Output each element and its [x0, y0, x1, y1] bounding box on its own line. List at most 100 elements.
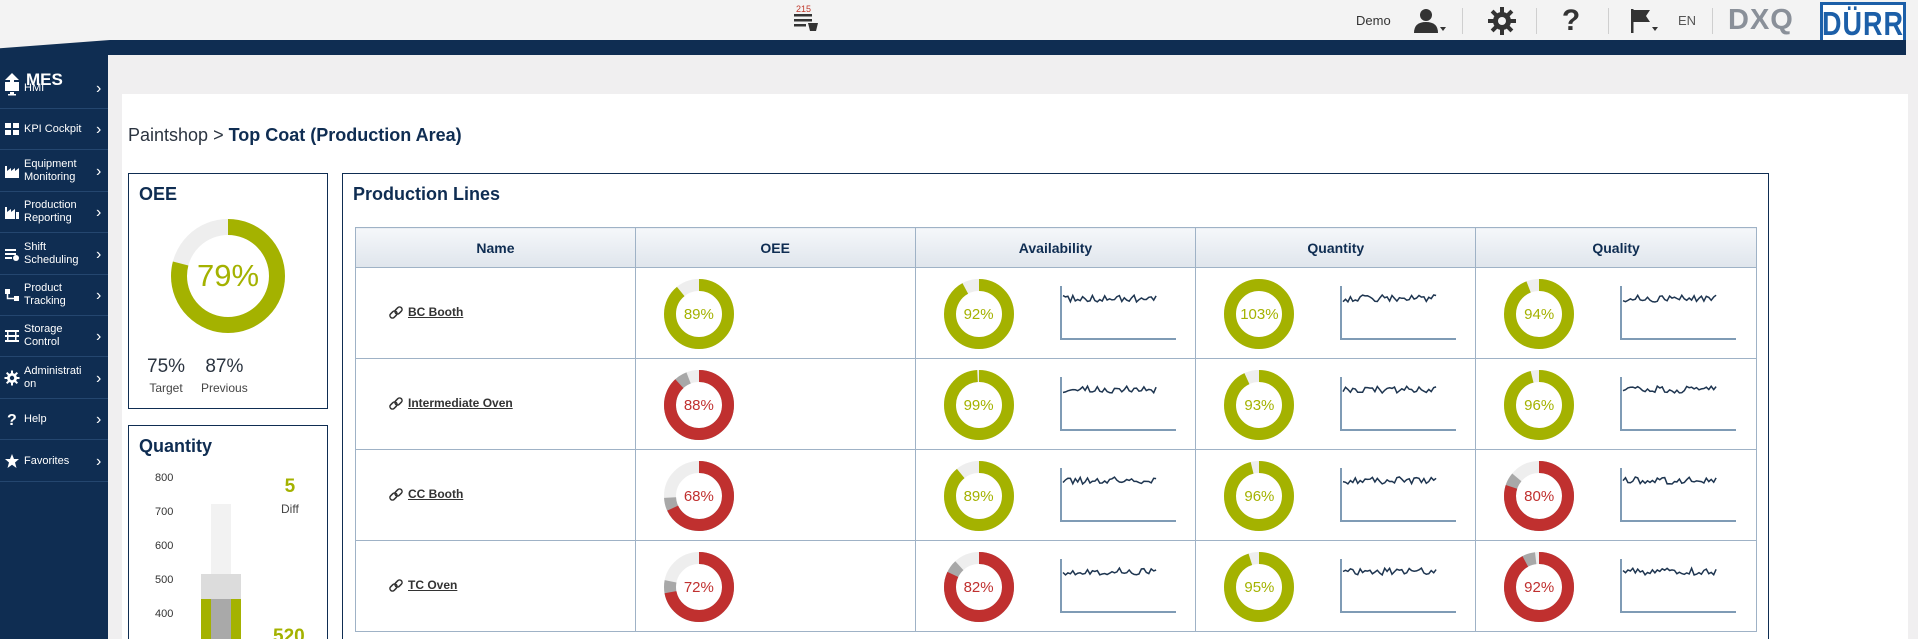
- flag-menu-button[interactable]: [1626, 6, 1662, 36]
- sidebar-item-equipment-monitoring[interactable]: Equipment Monitoring ›: [0, 151, 108, 192]
- column-header-availability[interactable]: Availability: [914, 227, 1197, 268]
- sidebar-item-production-reporting[interactable]: Production Reporting ›: [0, 192, 108, 233]
- sidebar-item-storage-control[interactable]: Storage Control ›: [0, 316, 108, 357]
- help-button[interactable]: ?: [1556, 4, 1586, 37]
- sidebar-item-shift-scheduling[interactable]: Shift Scheduling ›: [0, 234, 108, 275]
- sparkline-trend: [1343, 476, 1437, 486]
- sidebar-item-label: Favorites: [24, 454, 70, 467]
- quantity-sparkline: [1340, 286, 1457, 340]
- column-header-quality[interactable]: Quality: [1475, 227, 1757, 268]
- gear-icon: [1488, 7, 1516, 35]
- quantity-total-value: 520: [273, 626, 305, 639]
- quantity-gauge[interactable]: 96%: [1224, 461, 1295, 531]
- sparkline-axis: [1340, 377, 1457, 431]
- sidebar-item-label: Equipment Monitoring: [24, 158, 77, 183]
- sidebar-item-label: Help: [24, 412, 47, 425]
- oee-target: 75% Target: [147, 356, 185, 395]
- link-icon: [389, 397, 403, 410]
- availability-gauge[interactable]: 99%: [943, 370, 1014, 440]
- sparkline-axis: [1620, 377, 1737, 431]
- oee-gauge-value: 72%: [683, 578, 714, 596]
- line-name-link[interactable]: CC Booth: [408, 487, 464, 502]
- user-menu-button[interactable]: [1410, 6, 1450, 36]
- oee-gauge[interactable]: 68%: [663, 461, 734, 531]
- quantity-card-title: Quantity: [139, 436, 213, 456]
- oee-gauge[interactable]: 72%: [663, 552, 734, 622]
- divider: [1462, 8, 1463, 34]
- quality-gauge-value: 94%: [1524, 305, 1555, 323]
- line-name-cell: CC Booth: [355, 449, 636, 541]
- table-header-row: Name OEE Availability Quantity Quality: [355, 227, 1757, 268]
- quality-gauge[interactable]: 94%: [1504, 279, 1575, 349]
- availability-gauge-value: 82%: [963, 578, 994, 596]
- gauge-value-arc: [1224, 279, 1295, 349]
- breadcrumb-current: Top Coat (Production Area): [228, 125, 462, 145]
- divider: [1608, 8, 1609, 34]
- axis-tick: 600: [155, 540, 174, 552]
- quality-gauge[interactable]: 96%: [1504, 370, 1575, 440]
- oee-gauge-value: 68%: [683, 487, 714, 505]
- sidebar-item-favorites[interactable]: Favorites ›: [0, 441, 108, 482]
- quantity-diff-label: Diff: [281, 502, 299, 516]
- quality-gauge-value: 92%: [1524, 578, 1555, 596]
- availability-gauge[interactable]: 92%: [943, 279, 1014, 349]
- gauge-value-arc: [663, 279, 734, 349]
- table-row: BC Booth 89% 92% 103% 94%: [355, 267, 1757, 359]
- sparkline-trend: [1062, 475, 1156, 486]
- header-band: [0, 40, 1906, 55]
- notification-button[interactable]: 215: [794, 4, 824, 35]
- sidebar-header[interactable]: MES: [0, 65, 108, 95]
- availability-gauge[interactable]: 89%: [943, 461, 1014, 531]
- settings-button[interactable]: [1484, 6, 1520, 36]
- quantity-gauge[interactable]: 95%: [1224, 552, 1295, 622]
- line-name-link[interactable]: Intermediate Oven: [408, 396, 513, 411]
- column-header-oee[interactable]: OEE: [634, 227, 916, 268]
- quantity-gauge-value: 93%: [1244, 396, 1275, 414]
- sidebar-item-help[interactable]: ? Help ›: [0, 399, 108, 440]
- breadcrumb-parent[interactable]: Paintshop: [128, 125, 209, 145]
- sparkline-trend: [1062, 293, 1157, 304]
- sparkline-axis: [1059, 468, 1176, 522]
- sparkline-axis: [1620, 559, 1737, 613]
- durr-logo: DÜRR: [1820, 2, 1906, 46]
- cell-quantity: 103%: [1195, 267, 1477, 359]
- axis-tick: 400: [155, 608, 174, 620]
- sidebar-item-hmi[interactable]: HMI ›: [0, 68, 108, 109]
- column-header-quantity[interactable]: Quantity: [1195, 227, 1477, 268]
- link-icon: [389, 579, 403, 592]
- cell-quantity: 95%: [1195, 540, 1477, 632]
- chevron-right-icon: ›: [96, 162, 102, 180]
- quantity-gauge-value: 96%: [1244, 487, 1275, 505]
- oee-gauge[interactable]: 89%: [663, 279, 734, 349]
- sparkline-axis: [1620, 468, 1737, 522]
- quality-gauge-value: 80%: [1524, 487, 1555, 505]
- user-name[interactable]: Demo: [1356, 13, 1391, 28]
- sidebar-item-administration[interactable]: Administrati on ›: [0, 358, 108, 399]
- quantity-gauge[interactable]: 103%: [1224, 279, 1295, 349]
- chevron-right-icon: ›: [96, 79, 102, 97]
- quality-gauge-value: 96%: [1524, 396, 1555, 414]
- cell-quality: 92%: [1475, 540, 1757, 632]
- quality-gauge[interactable]: 92%: [1504, 552, 1575, 622]
- sidebar-item-product-tracking[interactable]: Product Tracking ›: [0, 275, 108, 316]
- language-selector[interactable]: EN: [1678, 13, 1697, 28]
- sparkline-axis: [1059, 559, 1176, 613]
- gauge-value-arc: [171, 219, 285, 333]
- availability-sparkline: [1059, 468, 1176, 522]
- availability-gauge-value: 99%: [963, 396, 994, 414]
- flag-icon: [1631, 9, 1658, 33]
- line-name-link[interactable]: TC Oven: [408, 578, 458, 593]
- availability-gauge[interactable]: 82%: [943, 552, 1014, 622]
- availability-gauge-value: 89%: [963, 487, 994, 505]
- line-name-link[interactable]: BC Booth: [408, 305, 464, 320]
- column-header-name[interactable]: Name: [355, 227, 636, 268]
- sidebar-item-label: Production Reporting: [24, 199, 77, 224]
- oee-gauge-value: 79%: [196, 258, 260, 293]
- quantity-gauge[interactable]: 93%: [1224, 370, 1295, 440]
- quality-gauge[interactable]: 80%: [1504, 461, 1575, 531]
- sidebar-item-kpi-cockpit[interactable]: KPI Cockpit ›: [0, 109, 108, 150]
- oee-target-label: Target: [149, 381, 183, 395]
- oee-gauge[interactable]: 88%: [663, 370, 734, 440]
- link-icon: [389, 488, 403, 501]
- sparkline-trend: [1062, 566, 1156, 576]
